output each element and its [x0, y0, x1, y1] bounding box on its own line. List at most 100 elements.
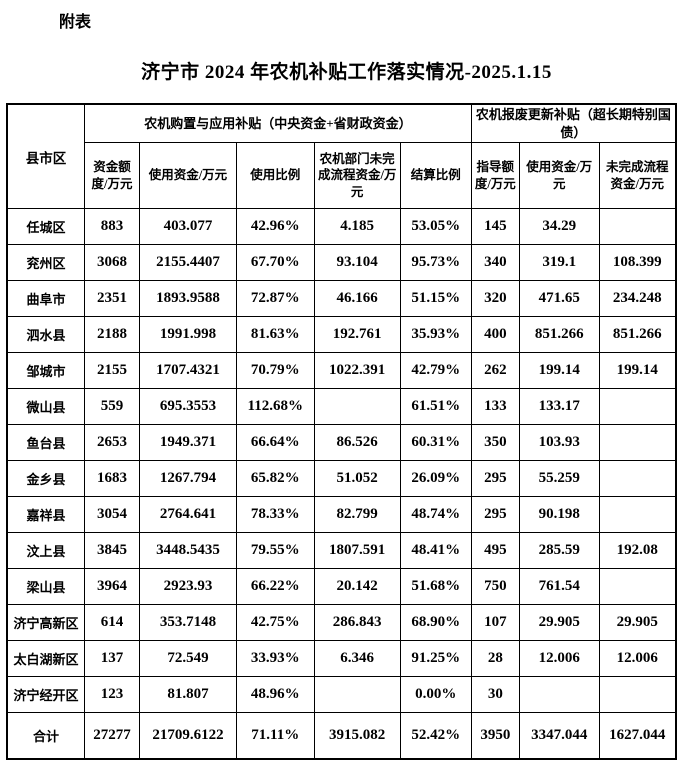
page-title: 济宁市 2024 年农机补贴工作落实情况-2025.1.15 — [141, 62, 552, 83]
col-header-usage-ratio: 使用比例 — [235, 142, 315, 210]
value-cell: 1991.998 — [138, 316, 237, 354]
value-cell: 285.59 — [518, 532, 600, 570]
value-cell: 93.104 — [313, 244, 401, 282]
value-cell: 60.31% — [399, 424, 472, 462]
value-cell: 78.33% — [235, 496, 315, 534]
value-cell: 51.68% — [399, 568, 472, 606]
value-cell: 234.248 — [598, 280, 677, 318]
region-cell: 金乡县 — [6, 460, 86, 498]
value-cell: 72.87% — [235, 280, 315, 318]
value-cell: 90.198 — [518, 496, 600, 534]
value-cell: 51.052 — [313, 460, 401, 498]
group1-header-cell: 农机购置与应用补贴（中央资金+省财政资金） — [84, 103, 472, 144]
value-cell: 3054 — [84, 496, 140, 534]
value-cell: 262 — [470, 352, 520, 390]
value-cell: 559 — [84, 388, 140, 426]
region-cell: 任城区 — [6, 208, 86, 246]
table-row: 兖州区 3068 2155.4407 67.70% 93.104 95.73% 340 319… — [6, 244, 677, 282]
col-header-used-funds: 使用资金/万元 — [138, 142, 237, 210]
value-cell: 42.75% — [235, 604, 315, 642]
value-cell — [598, 460, 677, 498]
region-cell: 兖州区 — [6, 244, 86, 282]
value-cell: 1893.9588 — [138, 280, 237, 318]
value-cell: 30 — [470, 676, 520, 714]
value-cell: 403.077 — [138, 208, 237, 246]
value-cell: 46.166 — [313, 280, 401, 318]
value-cell: 1267.794 — [138, 460, 237, 498]
value-cell: 42.79% — [399, 352, 472, 390]
region-cell: 邹城市 — [6, 352, 86, 390]
col-header-settle-ratio: 结算比例 — [399, 142, 472, 210]
value-cell: 3964 — [84, 568, 140, 606]
table-row: 嘉祥县 3054 2764.641 78.33% 82.799 48.74% 295 90.1… — [6, 496, 677, 534]
value-cell: 81.807 — [138, 676, 237, 714]
value-cell: 20.142 — [313, 568, 401, 606]
value-cell: 107 — [470, 604, 520, 642]
value-cell: 2923.93 — [138, 568, 237, 606]
value-cell — [598, 496, 677, 534]
value-cell: 761.54 — [518, 568, 600, 606]
value-cell — [518, 676, 600, 714]
value-cell: 123 — [84, 676, 140, 714]
value-cell: 12.006 — [518, 640, 600, 678]
subsidy-table: 县市区 农机购置与应用补贴（中央资金+省财政资金） 农机报废更新补贴（超长期特别… — [6, 103, 677, 760]
value-cell: 28 — [470, 640, 520, 678]
value-cell — [313, 388, 401, 426]
table-row: 金乡县 1683 1267.794 65.82% 51.052 26.09% 295 55.2… — [6, 460, 677, 498]
table-row: 鱼台县 2653 1949.371 66.64% 86.526 60.31% 350 103.… — [6, 424, 677, 462]
value-cell: 72.549 — [138, 640, 237, 678]
value-cell: 350 — [470, 424, 520, 462]
value-cell: 4.185 — [313, 208, 401, 246]
header-subhead-row: 资金额度/万元 使用资金/万元 使用比例 农机部门未完成流程资金/万元 结算比例… — [7, 142, 677, 210]
value-cell: 51.15% — [399, 280, 472, 318]
value-cell: 1807.591 — [313, 532, 401, 570]
value-cell: 71.11% — [235, 712, 315, 760]
value-cell: 3068 — [84, 244, 140, 282]
value-cell: 48.41% — [399, 532, 472, 570]
table-row: 济宁高新区 614 353.7148 42.75% 286.843 68.90% 107 29… — [6, 604, 677, 642]
value-cell: 851.266 — [598, 316, 677, 354]
region-cell: 鱼台县 — [6, 424, 86, 462]
value-cell: 340 — [470, 244, 520, 282]
value-cell: 1949.371 — [138, 424, 237, 462]
region-cell: 济宁经开区 — [6, 676, 86, 714]
corner-header-cell: 县市区 — [6, 103, 86, 210]
value-cell: 3845 — [84, 532, 140, 570]
value-cell: 108.399 — [598, 244, 677, 282]
table-row: 泗水县 2188 1991.998 81.63% 192.761 35.93% 400 851… — [6, 316, 677, 354]
value-cell: 2351 — [84, 280, 140, 318]
value-cell — [598, 208, 677, 246]
value-cell: 61.51% — [399, 388, 472, 426]
table-row: 曲阜市 2351 1893.9588 72.87% 46.166 51.15% 320 471… — [6, 280, 677, 318]
header-group-row: 县市区 农机购置与应用补贴（中央资金+省财政资金） 农机报废更新补贴（超长期特别… — [6, 103, 677, 210]
region-cell: 太白湖新区 — [6, 640, 86, 678]
value-cell: 29.905 — [598, 604, 677, 642]
value-cell: 695.3553 — [138, 388, 237, 426]
col-header-guide-quota: 指导额度/万元 — [470, 142, 520, 210]
table-row: 邹城市 2155 1707.4321 70.79% 1022.391 42.79% 262 1… — [6, 352, 677, 390]
value-cell: 66.22% — [235, 568, 315, 606]
value-cell: 2653 — [84, 424, 140, 462]
value-cell: 82.799 — [313, 496, 401, 534]
value-cell — [313, 676, 401, 714]
col-header-unfinished2: 未完成流程资金/万元 — [598, 142, 677, 210]
table-row: 梁山县 3964 2923.93 66.22% 20.142 51.68% 750 761.5… — [6, 568, 677, 606]
value-cell: 81.63% — [235, 316, 315, 354]
region-cell: 梁山县 — [6, 568, 86, 606]
value-cell: 192.761 — [313, 316, 401, 354]
value-cell: 133.17 — [518, 388, 600, 426]
value-cell: 6.346 — [313, 640, 401, 678]
value-cell — [598, 676, 677, 714]
value-cell: 70.79% — [235, 352, 315, 390]
value-cell: 95.73% — [399, 244, 472, 282]
value-cell: 27277 — [84, 712, 140, 760]
value-cell: 1683 — [84, 460, 140, 498]
table-row: 太白湖新区 137 72.549 33.93% 6.346 91.25% 28 12.006 1… — [6, 640, 677, 678]
value-cell: 145 — [470, 208, 520, 246]
value-cell: 353.7148 — [138, 604, 237, 642]
value-cell: 199.14 — [598, 352, 677, 390]
value-cell: 34.29 — [518, 208, 600, 246]
table-body: 任城区 883 403.077 42.96% 4.185 53.05% 145 34.29 兖州… — [6, 208, 677, 760]
value-cell: 295 — [470, 496, 520, 534]
